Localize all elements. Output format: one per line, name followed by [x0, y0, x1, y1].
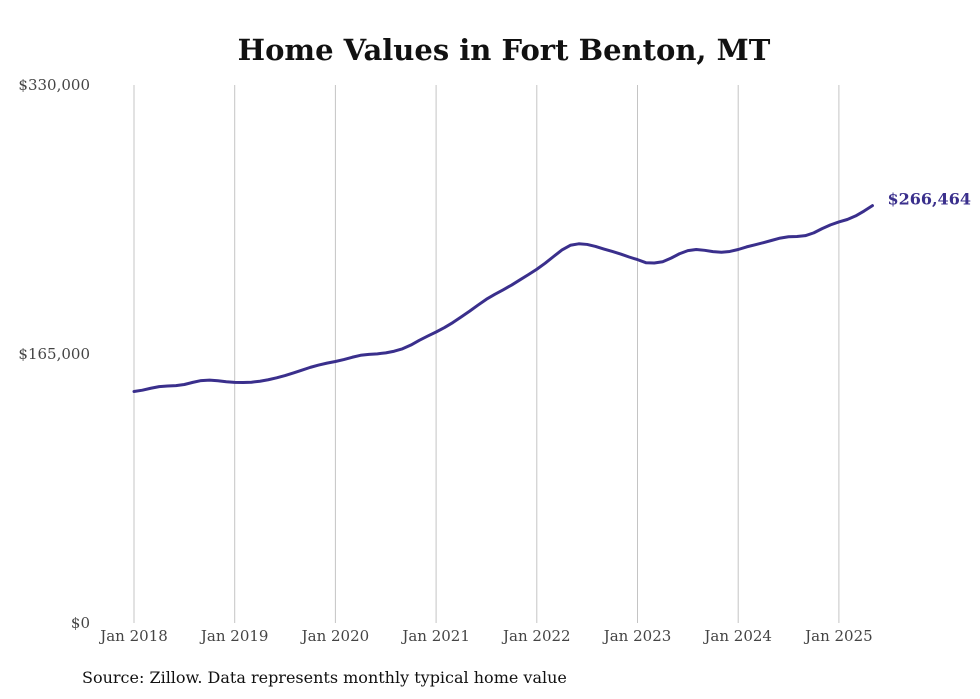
source-note: Source: Zillow. Data represents monthly … [82, 668, 567, 687]
x-axis-tick-labels: Jan 2018 Jan 2019 Jan 2020 Jan 2021 Jan 2022… [98, 627, 872, 645]
vertical-gridlines [133, 85, 840, 623]
x-tick-label: Jan 2023 [602, 627, 672, 645]
x-tick-label: Jan 2025 [803, 627, 873, 645]
y-tick-label: $0 [71, 614, 90, 632]
y-tick-label: $330,000 [18, 76, 90, 94]
series-line [132, 204, 874, 393]
x-tick-label: Jan 2019 [199, 627, 269, 645]
x-tick-label: Jan 2024 [702, 627, 772, 645]
series-layer [132, 204, 874, 393]
line-chart: Home Values in Fort Benton, MT $0 $165,00… [18, 33, 971, 645]
y-axis-tick-labels: $0 $165,000 $330,000 [18, 76, 90, 632]
x-tick-label: Jan 2021 [400, 627, 470, 645]
end-value-label: $266,464 [887, 190, 971, 209]
y-tick-label: $165,000 [18, 345, 90, 363]
x-tick-label: Jan 2022 [501, 627, 571, 645]
x-tick-label: Jan 2020 [300, 627, 370, 645]
chart-title: Home Values in Fort Benton, MT [238, 33, 771, 67]
x-tick-label: Jan 2018 [98, 627, 168, 645]
